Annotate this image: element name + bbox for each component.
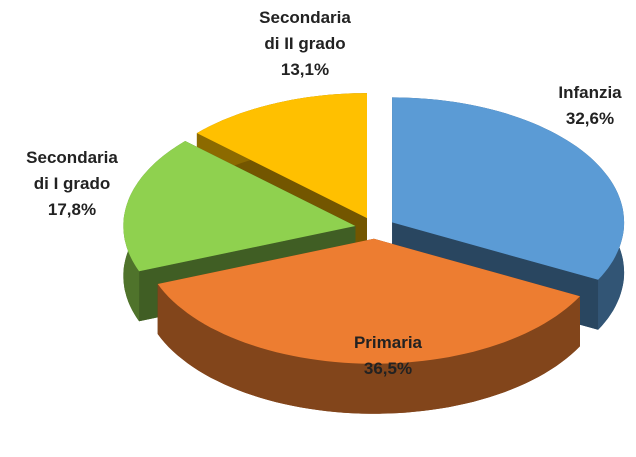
category-label: Infanzia (558, 83, 622, 102)
slice-label: Infanzia 32,6% (515, 80, 636, 132)
slice-top (392, 97, 625, 280)
value-label: 13,1% (280, 60, 330, 79)
value-label: 17,8% (47, 200, 97, 219)
category-label: Secondaria di II grado (259, 8, 351, 53)
slice-top (196, 93, 367, 219)
slice-top (123, 141, 356, 272)
slice-top (157, 238, 580, 364)
slice-label: Secondaria di I grado 17,8% (0, 145, 147, 223)
category-label: Secondaria di I grado (26, 148, 118, 193)
slice-label: Primaria 36,5% (313, 330, 463, 382)
value-label: 36,5% (363, 359, 413, 378)
category-label: Primaria (353, 333, 423, 352)
slice-side (157, 284, 580, 414)
value-label: 32,6% (565, 109, 615, 128)
slice-label: Secondaria di II grado 13,1% (230, 5, 380, 83)
